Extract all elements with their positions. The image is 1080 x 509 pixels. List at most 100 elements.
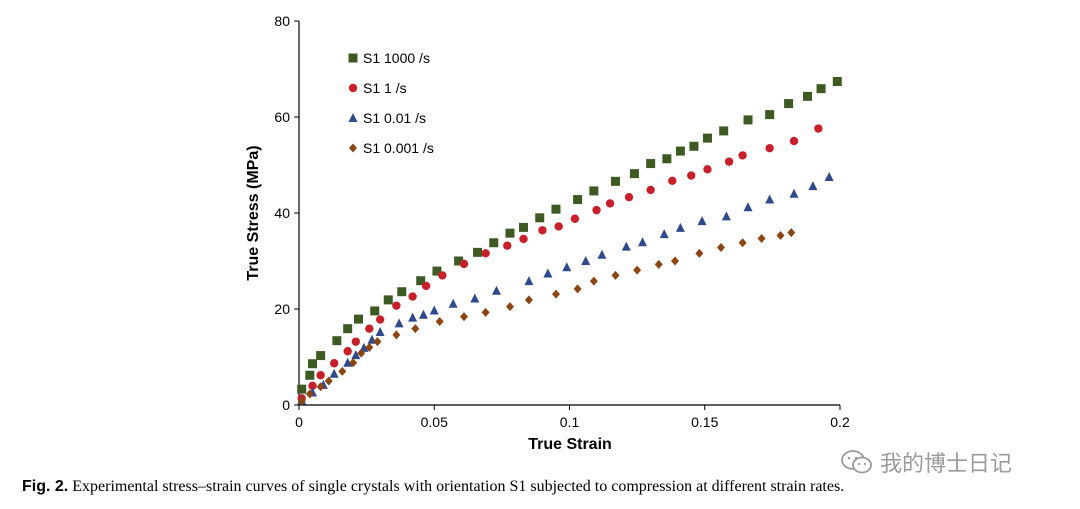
data-point: [570, 214, 580, 223]
legend-marker: [348, 83, 358, 93]
data-point: [383, 295, 393, 305]
data-point: [624, 192, 634, 202]
y-tick-label: 80: [274, 13, 290, 29]
data-point: [629, 169, 639, 179]
data-point: [432, 266, 442, 276]
data-point: [505, 302, 514, 312]
data-point: [668, 176, 677, 186]
data-point: [491, 285, 501, 295]
caption-label: Fig. 2.: [22, 478, 69, 495]
data-point: [697, 216, 707, 226]
data-point: [349, 358, 358, 368]
series-diamond: [297, 228, 796, 406]
data-point: [365, 342, 374, 352]
data-point: [687, 171, 696, 180]
data-point: [375, 315, 385, 324]
data-point: [316, 351, 326, 361]
data-point: [503, 241, 512, 250]
x-tick-label: 0: [295, 414, 303, 430]
data-point: [416, 276, 426, 286]
data-point: [357, 348, 366, 358]
data-point: [633, 265, 642, 275]
x-tick-label: 0.15: [691, 414, 718, 430]
data-point: [743, 115, 753, 125]
data-point: [719, 126, 729, 136]
data-point: [621, 241, 631, 251]
data-point: [675, 222, 685, 232]
data-point: [365, 324, 374, 333]
data-point: [789, 188, 799, 198]
x-tick-label: 0.05: [421, 414, 448, 430]
y-tick-label: 60: [274, 109, 290, 125]
data-point: [738, 238, 747, 248]
data-point: [370, 306, 380, 316]
data-point: [324, 376, 333, 386]
data-point: [816, 84, 826, 94]
data-point: [460, 312, 469, 322]
data-point: [392, 330, 401, 340]
x-tick-label: 0.1: [560, 414, 580, 430]
data-point: [505, 228, 515, 238]
data-point: [538, 226, 547, 235]
legend-marker: [348, 113, 358, 122]
data-point: [351, 337, 361, 346]
data-point: [654, 259, 663, 269]
data-point: [470, 293, 480, 303]
x-tick-label: 0.2: [830, 414, 850, 430]
series-triangle: [297, 172, 834, 405]
data-point: [787, 228, 796, 238]
data-point: [562, 262, 572, 272]
data-point: [418, 309, 428, 319]
data-point: [316, 382, 325, 392]
data-point: [670, 256, 679, 266]
data-point: [776, 231, 785, 241]
data-point: [646, 159, 656, 169]
data-point: [397, 287, 407, 297]
data-point: [743, 202, 753, 212]
data-point: [343, 357, 353, 367]
data-point: [789, 136, 799, 146]
data-point: [662, 154, 672, 164]
y-tick-label: 0: [282, 397, 290, 413]
data-point: [551, 289, 560, 299]
data-point: [814, 124, 823, 133]
data-point: [581, 256, 591, 265]
data-point: [338, 366, 347, 376]
data-point: [429, 305, 439, 315]
data-point: [721, 211, 731, 221]
data-point: [592, 205, 601, 215]
data-point: [308, 381, 317, 390]
data-point: [524, 295, 533, 305]
stress-strain-chart: 0 20 40 60 80 0 0.05 0.1 0.15 0.2 S1 1000 /s S1 1 …: [245, 13, 850, 453]
data-point: [343, 324, 353, 334]
data-point: [448, 298, 458, 308]
data-point: [573, 284, 582, 294]
data-point: [459, 259, 469, 269]
data-point: [454, 256, 464, 266]
data-point: [824, 172, 834, 181]
data-point: [373, 337, 382, 347]
legend-label: S1 0.01 /s: [363, 110, 426, 126]
data-point: [803, 91, 813, 101]
data-point: [675, 146, 685, 156]
data-point: [297, 396, 306, 406]
data-point: [329, 359, 339, 368]
data-point: [589, 186, 599, 196]
data-point: [757, 233, 766, 243]
data-point: [473, 247, 483, 257]
data-point: [808, 181, 818, 191]
data-point: [329, 368, 339, 378]
data-point: [316, 371, 325, 380]
data-point: [659, 229, 669, 239]
data-point: [394, 318, 404, 328]
chart-marks: [297, 76, 842, 406]
data-point: [610, 176, 620, 186]
data-point: [351, 350, 361, 360]
data-point: [765, 194, 775, 204]
data-point: [392, 301, 401, 310]
data-point: [408, 292, 417, 301]
data-point: [554, 222, 563, 231]
figure-caption: Fig. 2. Experimental stress–strain curve…: [22, 478, 844, 496]
data-point: [765, 144, 774, 153]
data-point: [481, 307, 490, 317]
